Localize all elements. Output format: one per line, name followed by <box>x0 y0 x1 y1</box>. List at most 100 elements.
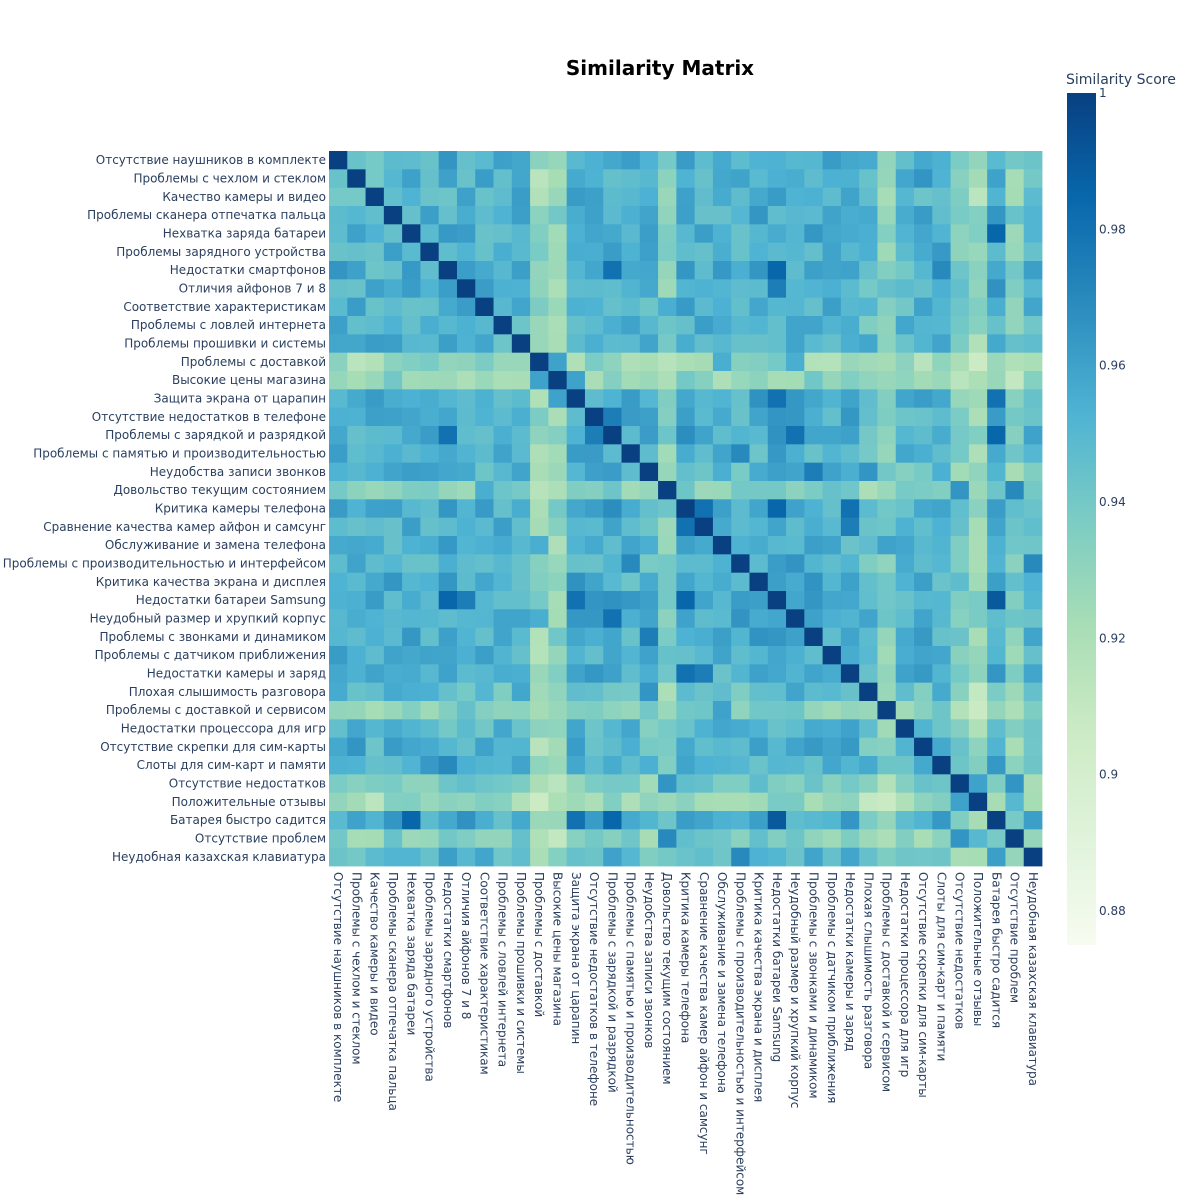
heatmap-cell <box>420 737 440 757</box>
heatmap-cell <box>475 627 494 647</box>
heatmap-cell <box>950 261 970 280</box>
heatmap-cell <box>402 664 421 684</box>
heatmap-cell <box>877 646 897 665</box>
heatmap-cell <box>767 169 787 189</box>
heatmap-cell <box>786 774 805 794</box>
heatmap-cell <box>767 774 787 794</box>
heatmap-cell <box>658 151 677 170</box>
heatmap-cell <box>329 206 348 225</box>
heatmap-cell <box>1005 646 1025 665</box>
heatmap-cell <box>475 371 494 390</box>
heatmap-cell <box>347 811 366 830</box>
heatmap-cell <box>383 646 403 665</box>
heatmap-cell <box>804 572 824 592</box>
x-tick-label: Высокие цены магазина <box>551 872 565 1026</box>
heatmap-cell <box>402 829 421 849</box>
heatmap-cell <box>804 206 824 225</box>
heatmap-cell <box>603 371 622 390</box>
heatmap-cell <box>511 847 531 867</box>
heatmap-cell <box>420 609 440 629</box>
heatmap-cell <box>566 756 586 775</box>
heatmap-cell <box>749 389 769 409</box>
heatmap-cell <box>914 499 933 519</box>
heatmap-cell <box>493 334 513 354</box>
x-tick-label: Проблемы с звонками и динамиком <box>806 872 820 1099</box>
heatmap-cell <box>438 847 458 867</box>
heatmap-cell <box>420 682 440 702</box>
heatmap-cell <box>420 389 440 409</box>
heatmap-cell <box>584 407 604 427</box>
heatmap-cell <box>895 664 915 684</box>
heatmap-cell <box>968 481 988 500</box>
heatmap-cell <box>438 352 458 372</box>
x-tick-label: Качество камеры и видео <box>368 872 382 1036</box>
heatmap-cell <box>347 756 366 775</box>
heatmap-cell <box>914 591 933 610</box>
heatmap-cell <box>603 847 622 867</box>
heatmap-cell <box>584 169 604 189</box>
heatmap-cell <box>456 499 476 519</box>
heatmap-cell <box>1005 169 1025 189</box>
heatmap-cell <box>493 811 513 830</box>
heatmap-cell <box>584 334 604 354</box>
heatmap-cell <box>694 279 714 299</box>
heatmap-cell <box>584 591 604 610</box>
heatmap-cell <box>859 792 878 812</box>
heatmap-cell <box>786 224 805 244</box>
heatmap-cell <box>1005 701 1025 720</box>
heatmap-cell <box>877 187 897 207</box>
heatmap-cell <box>621 536 641 555</box>
heatmap-cell <box>694 811 714 830</box>
heatmap-cell <box>968 682 988 702</box>
heatmap-cell <box>731 792 750 812</box>
heatmap-cell <box>493 462 513 482</box>
heatmap-cell <box>786 297 805 317</box>
heatmap-cell <box>712 792 732 812</box>
heatmap-cell <box>1023 224 1043 244</box>
heatmap-cell <box>621 297 641 317</box>
heatmap-cell <box>658 371 677 390</box>
heatmap-cell <box>530 682 549 702</box>
heatmap-cell <box>530 389 549 409</box>
heatmap-cell <box>676 316 696 335</box>
heatmap-cell <box>950 682 970 702</box>
heatmap-cell <box>877 774 897 794</box>
heatmap-cell <box>932 646 951 665</box>
heatmap-cell <box>475 334 494 354</box>
heatmap-cell <box>840 719 860 739</box>
heatmap-cell <box>694 517 714 537</box>
heatmap-cell <box>731 224 750 244</box>
heatmap-cell <box>402 187 421 207</box>
heatmap-cell <box>639 389 659 409</box>
heatmap-cell <box>584 829 604 849</box>
heatmap-cell <box>566 609 586 629</box>
heatmap-cell <box>804 407 824 427</box>
heatmap-cell <box>621 737 641 757</box>
heatmap-cell <box>475 554 494 574</box>
heatmap-cell <box>530 316 549 335</box>
heatmap-cell <box>511 242 531 262</box>
heatmap-cell <box>603 334 622 354</box>
heatmap-cell <box>731 187 750 207</box>
heatmap-cells <box>329 151 1043 867</box>
heatmap-cell <box>365 847 385 867</box>
heatmap-cell <box>749 536 769 555</box>
x-tick-label: Проблемы с датчиком приближения <box>825 872 839 1103</box>
heatmap-cell <box>767 371 787 390</box>
heatmap-cell <box>566 426 586 445</box>
heatmap-cell <box>383 609 403 629</box>
heatmap-cell <box>475 719 494 739</box>
heatmap-cell <box>548 536 568 555</box>
heatmap-cell <box>456 811 476 830</box>
heatmap-cell <box>511 426 531 445</box>
heatmap-cell <box>840 279 860 299</box>
heatmap-cell <box>402 334 421 354</box>
heatmap-cell <box>475 242 494 262</box>
heatmap-cell <box>621 187 641 207</box>
heatmap-cell <box>859 756 878 775</box>
heatmap-cell <box>694 371 714 390</box>
heatmap-cell <box>932 792 951 812</box>
heatmap-cell <box>786 627 805 647</box>
heatmap-cell <box>676 169 696 189</box>
heatmap-cell <box>383 719 403 739</box>
